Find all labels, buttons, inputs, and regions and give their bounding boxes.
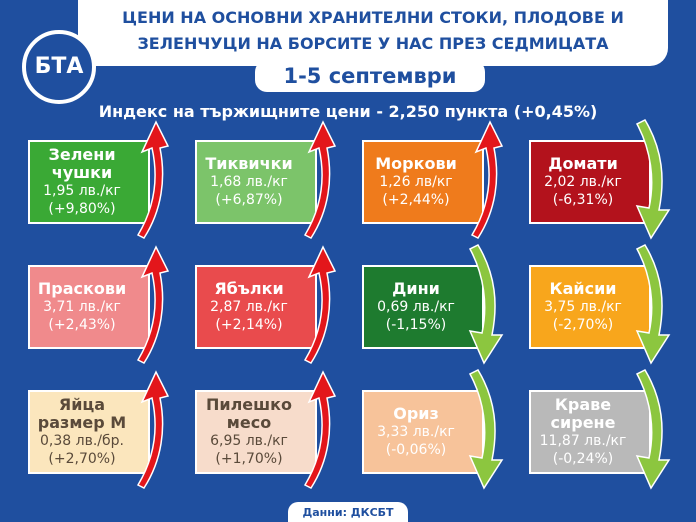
price: 0,69 лв./кг bbox=[377, 299, 455, 315]
name-line: сирене bbox=[550, 413, 616, 432]
product-name: Дини bbox=[392, 280, 440, 298]
trend-arrow bbox=[303, 120, 337, 239]
header-banner bbox=[78, 0, 668, 66]
change: (+2,14%) bbox=[215, 317, 283, 333]
name-line: Яйца bbox=[58, 395, 106, 414]
product-name: Тиквички bbox=[205, 155, 292, 173]
arrow-shape bbox=[136, 245, 170, 364]
trend-arrow bbox=[635, 119, 671, 240]
trend-arrow bbox=[136, 370, 170, 489]
name-line: Зелени чушки bbox=[48, 145, 116, 182]
date: 1-5 септември bbox=[255, 60, 485, 92]
trend-arrow bbox=[468, 244, 504, 365]
arrow-shape bbox=[136, 370, 170, 489]
product-name: Моркови bbox=[375, 155, 457, 173]
logo: БТА bbox=[22, 30, 96, 104]
price-card: Кайсии 3,75 лв./кг (-2,70%) bbox=[529, 265, 651, 349]
name-line: Домати bbox=[548, 154, 618, 173]
trend-arrow bbox=[303, 245, 337, 364]
title-line: ЗЕЛЕНЧУЦИ НА БОРСИТЕ У НАС ПРЕЗ СЕДМИЦАТ… bbox=[137, 34, 609, 53]
price: 1,26 лв/кг bbox=[379, 174, 453, 190]
arrow-shape bbox=[635, 369, 671, 490]
index-line: Индекс на тържищните цени - 2,250 пункта… bbox=[98, 102, 598, 121]
arrow-shape bbox=[136, 120, 170, 239]
name-line: Тиквички bbox=[205, 154, 293, 173]
price: 1,68 лв./кг bbox=[210, 174, 288, 190]
name-line: Ориз bbox=[393, 404, 439, 423]
change: (+9,80%) bbox=[48, 201, 116, 217]
change: (+6,87%) bbox=[215, 192, 283, 208]
source: Данни: ДКСБТ bbox=[288, 502, 408, 522]
trend-arrow bbox=[470, 120, 504, 239]
price: 3,75 лв./кг bbox=[544, 299, 622, 315]
change: (+2,70%) bbox=[48, 451, 116, 467]
price-card: Краве сирене 11,87 лв./кг (-0,24%) bbox=[529, 390, 651, 474]
trend-arrow bbox=[303, 370, 337, 489]
change: (-2,70%) bbox=[552, 317, 614, 333]
trend-arrow bbox=[468, 369, 504, 490]
arrow-shape bbox=[470, 120, 504, 239]
price-card: Тиквички 1,68 лв./кг (+6,87%) bbox=[195, 140, 317, 224]
change: (+2,44%) bbox=[382, 192, 450, 208]
name-line: Ябълки bbox=[214, 279, 284, 298]
arrow-shape bbox=[635, 244, 671, 365]
price-card: Яйца размер М 0,38 лв./бр. (+2,70%) bbox=[28, 390, 150, 474]
change: (+1,70%) bbox=[215, 451, 283, 467]
arrow-shape bbox=[468, 244, 504, 365]
product-name: Домати bbox=[548, 155, 618, 173]
price-card: Ябълки 2,87 лв./кг (+2,14%) bbox=[195, 265, 317, 349]
price: 11,87 лв./кг bbox=[539, 433, 627, 449]
arrow-shape bbox=[303, 245, 337, 364]
arrow-shape bbox=[468, 369, 504, 490]
name-line: Краве bbox=[554, 395, 612, 414]
title-line: ЦЕНИ НА ОСНОВНИ ХРАНИТЕЛНИ СТОКИ, ПЛОДОВ… bbox=[122, 8, 624, 27]
product-name: Яйца размер М bbox=[38, 396, 126, 432]
change: (+2,43%) bbox=[48, 317, 116, 333]
change: (-0,06%) bbox=[385, 442, 447, 458]
price-card: Моркови 1,26 лв/кг (+2,44%) bbox=[362, 140, 484, 224]
product-name: Пилешко месо bbox=[206, 396, 292, 432]
price-card: Домати 2,02 лв./кг (-6,31%) bbox=[529, 140, 651, 224]
product-name: Праскови bbox=[38, 280, 126, 298]
price: 3,33 лв./кг bbox=[377, 424, 455, 440]
price: 1,95 лв./кг bbox=[43, 183, 121, 199]
name-line: Пилешко bbox=[205, 395, 292, 414]
arrow-shape bbox=[303, 120, 337, 239]
price: 2,02 лв./кг bbox=[544, 174, 622, 190]
trend-arrow bbox=[136, 245, 170, 364]
trend-arrow bbox=[635, 244, 671, 365]
change: (-0,24%) bbox=[552, 451, 614, 467]
price: 2,87 лв./кг bbox=[210, 299, 288, 315]
name-line: размер М bbox=[37, 413, 127, 432]
change: (-6,31%) bbox=[552, 192, 614, 208]
price-card: Зелени чушки 1,95 лв./кг (+9,80%) bbox=[28, 140, 150, 224]
arrow-shape bbox=[303, 370, 337, 489]
price: 0,38 лв./бр. bbox=[40, 433, 124, 449]
arrow-shape bbox=[635, 119, 671, 240]
price-card: Праскови 3,71 лв./кг (+2,43%) bbox=[28, 265, 150, 349]
trend-arrow bbox=[635, 369, 671, 490]
name-line: месо bbox=[226, 413, 272, 432]
product-name: Ориз bbox=[393, 405, 439, 423]
product-name: Краве сирене bbox=[551, 396, 616, 432]
price: 3,71 лв./кг bbox=[43, 299, 121, 315]
name-line: Дини bbox=[392, 279, 440, 298]
price-card: Ориз 3,33 лв./кг (-0,06%) bbox=[362, 390, 484, 474]
price-card: Дини 0,69 лв./кг (-1,15%) bbox=[362, 265, 484, 349]
product-name: Ябълки bbox=[214, 280, 283, 298]
product-name: Зелени чушки bbox=[30, 146, 134, 182]
price: 6,95 лв./кг bbox=[210, 433, 288, 449]
change: (-1,15%) bbox=[385, 317, 447, 333]
trend-arrow bbox=[136, 120, 170, 239]
name-line: Кайсии bbox=[549, 279, 617, 298]
price-card: Пилешко месо 6,95 лв./кг (+1,70%) bbox=[195, 390, 317, 474]
product-name: Кайсии bbox=[550, 280, 617, 298]
name-line: Моркови bbox=[375, 154, 457, 173]
name-line: Праскови bbox=[37, 279, 127, 298]
